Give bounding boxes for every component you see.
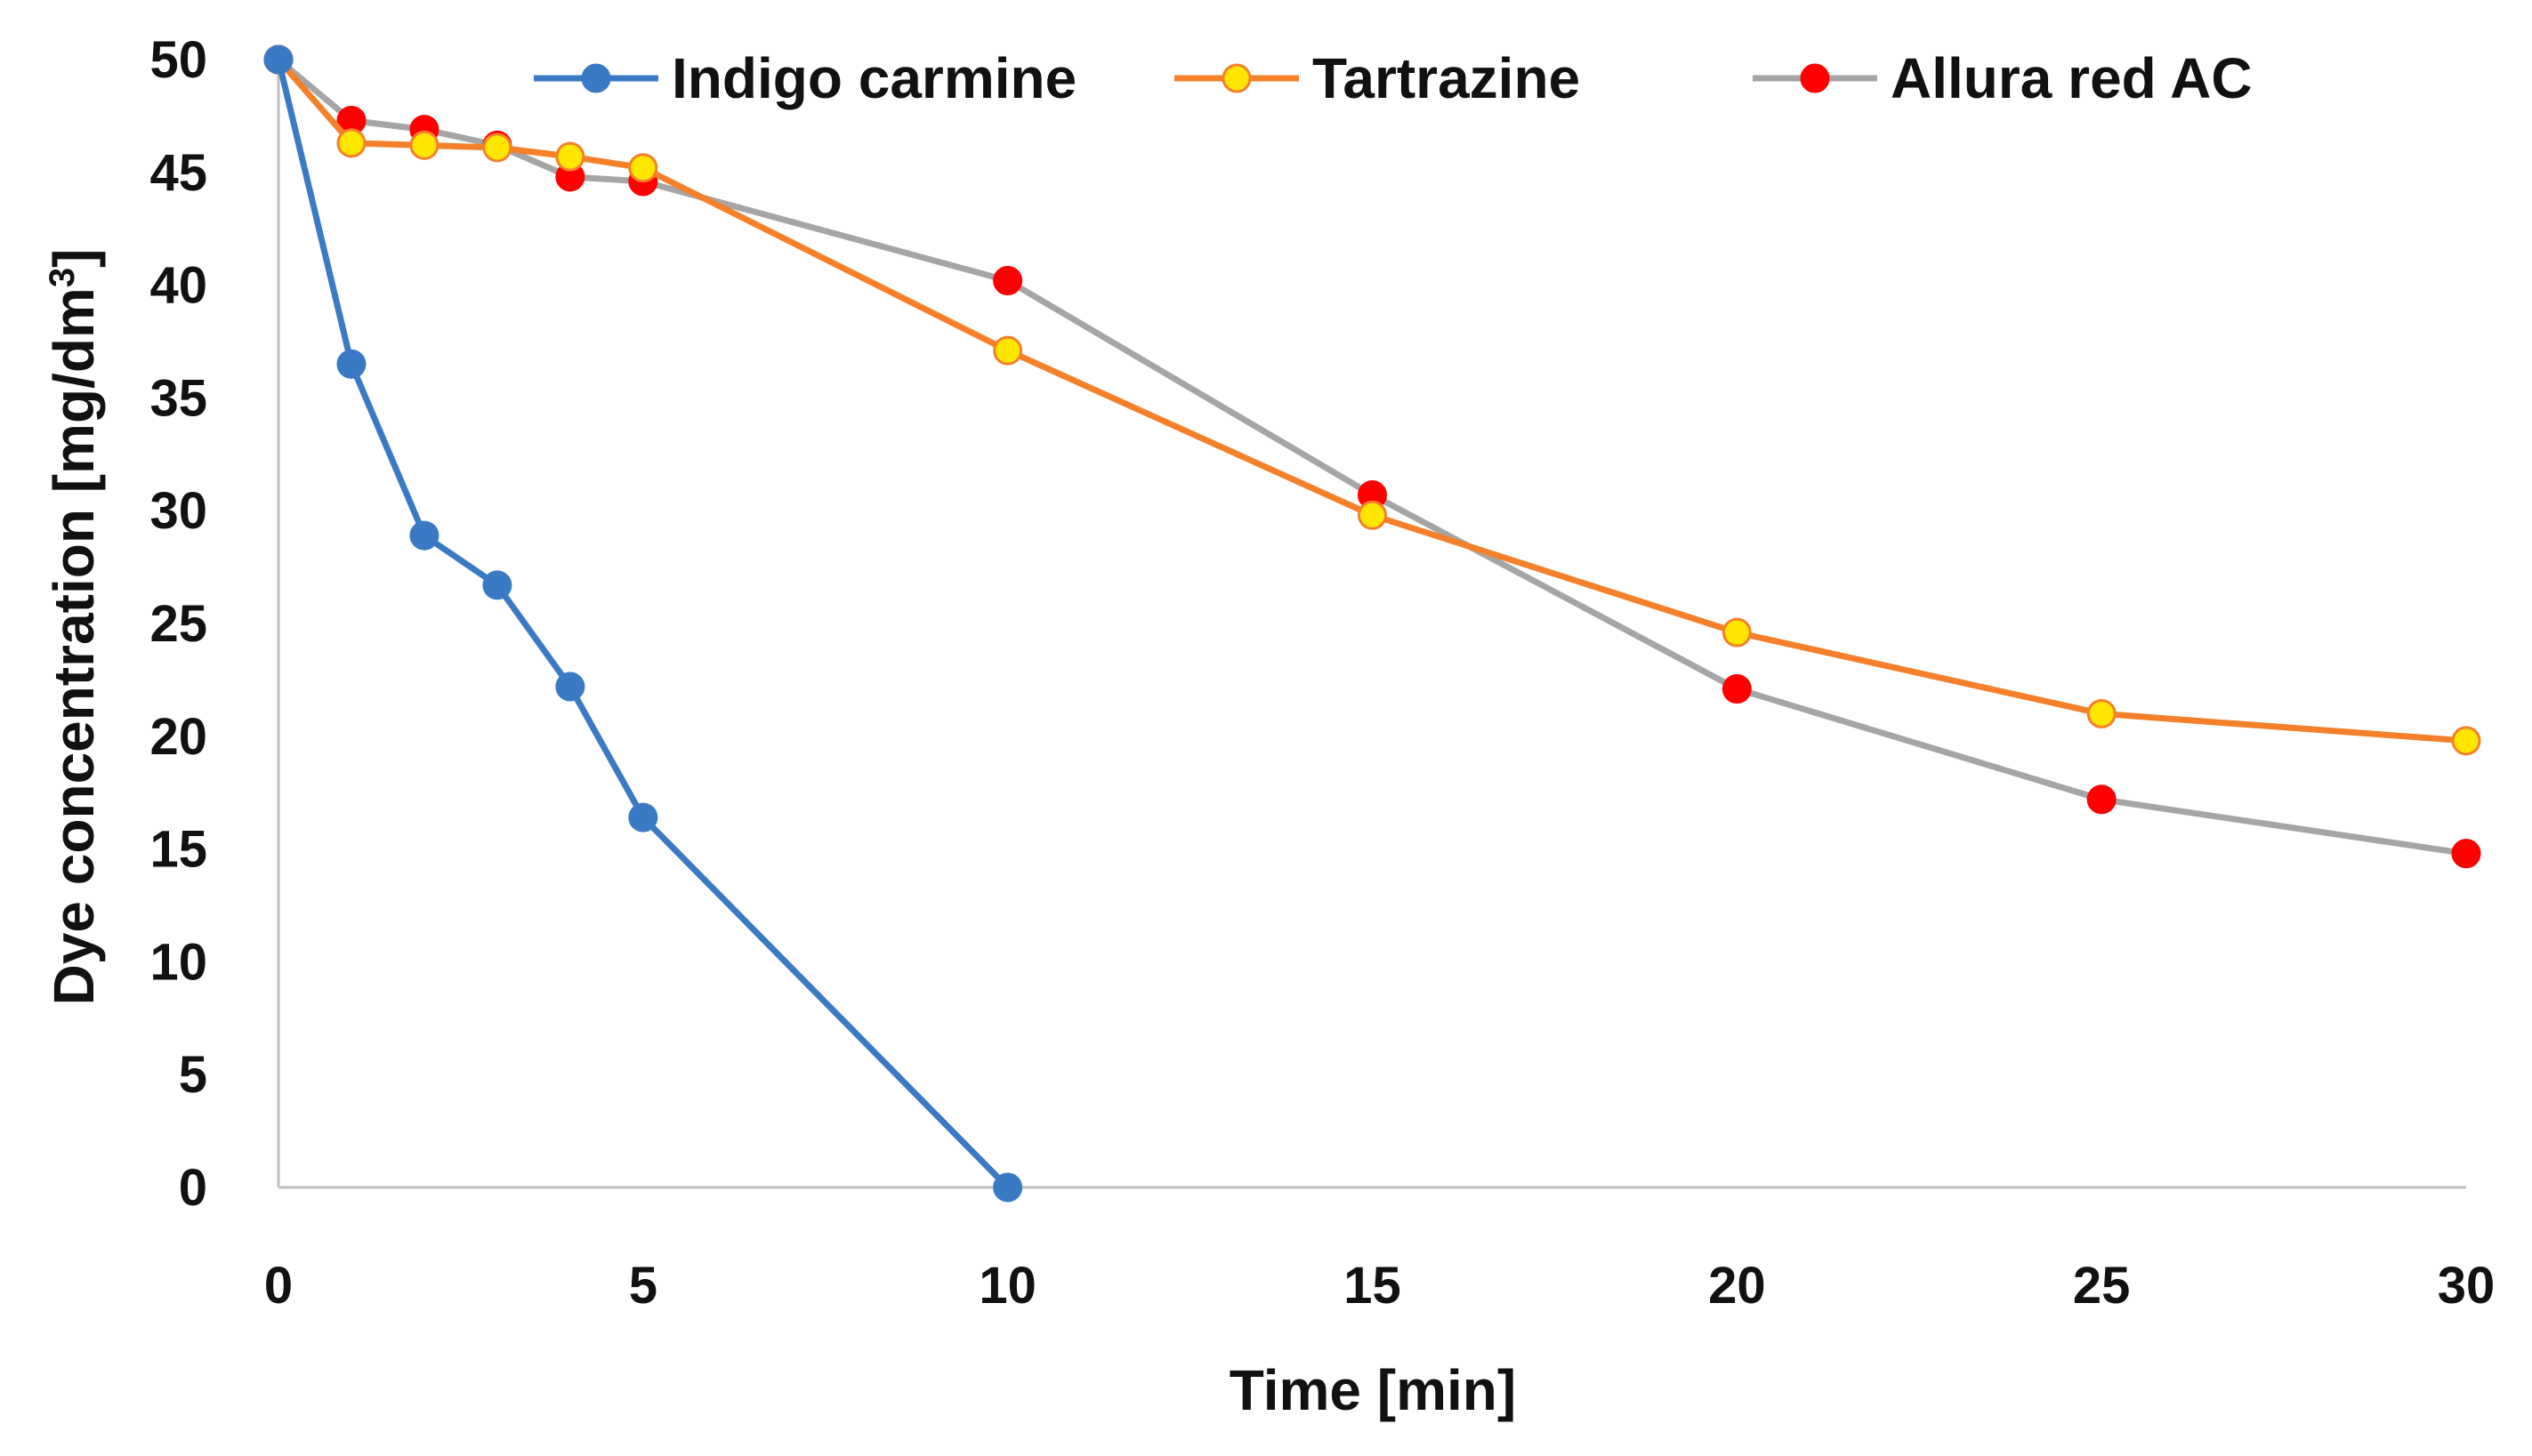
data-point-tartrazine — [628, 153, 658, 183]
x-tick-label: 25 — [2073, 1257, 2131, 1315]
series-line-indigo-carmine — [275, 56, 1012, 1191]
data-point-indigo-carmine — [482, 570, 512, 600]
y-axis-title-end: ] — [42, 249, 106, 268]
data-point-indigo-carmine — [993, 1172, 1023, 1203]
y-tick-label: 30 — [149, 482, 207, 540]
legend: Indigo carmine Tartrazine Allura red AC — [534, 46, 2253, 110]
y-tick-label: 5 — [179, 1046, 207, 1104]
y-tick-labels: 0 5 10 15 20 25 30 35 40 45 50 — [149, 31, 207, 1217]
x-tick-label: 20 — [1708, 1257, 1766, 1315]
y-tick-label: 40 — [149, 257, 207, 315]
legend-label-indigo-carmine: Indigo carmine — [672, 46, 1077, 110]
x-tick-label: 10 — [979, 1257, 1036, 1315]
y-tick-label: 15 — [149, 821, 207, 879]
data-point-tartrazine — [555, 141, 585, 172]
legend-item-tartrazine: Tartrazine — [1174, 46, 1580, 110]
data-point-tartrazine — [1358, 500, 1387, 530]
data-point-indigo-carmine — [628, 802, 658, 833]
data-point-allura-red-ac — [2086, 784, 2117, 815]
data-point-allura-red-ac — [993, 266, 1023, 296]
data-point-allura-red-ac — [2451, 839, 2481, 869]
y-tick-label: 10 — [149, 933, 207, 991]
y-tick-label: 25 — [149, 595, 207, 653]
data-point-indigo-carmine — [409, 520, 439, 551]
series-indigo-carmine — [263, 44, 1023, 1203]
x-axis-title: Time [min] — [1230, 1358, 1516, 1422]
x-tick-label: 30 — [2438, 1257, 2496, 1315]
x-tick-label: 5 — [629, 1257, 657, 1315]
y-tick-label: 0 — [179, 1159, 207, 1217]
y-axis-title-superscript: 3 — [43, 268, 82, 287]
y-tick-label: 35 — [149, 369, 207, 427]
legend-item-indigo-carmine: Indigo carmine — [534, 46, 1077, 110]
legend-marker-tartrazine — [1222, 63, 1252, 93]
data-point-tartrazine — [409, 130, 439, 160]
axes — [277, 60, 2466, 1189]
y-tick-label: 50 — [149, 31, 207, 89]
x-tick-label: 15 — [1343, 1257, 1401, 1315]
y-axis-title: Dye concentration [mg/dm3] — [42, 249, 106, 1006]
series-line-allura-red-ac — [275, 56, 2470, 857]
y-tick-label: 45 — [149, 144, 207, 202]
series-line-tartrazine — [275, 56, 2470, 744]
data-point-tartrazine — [2451, 726, 2481, 756]
legend-marker-indigo-carmine — [581, 63, 611, 93]
series-allura-red-ac — [263, 44, 2481, 869]
x-tick-label: 0 — [264, 1257, 293, 1315]
legend-marker-allura-red-ac — [1800, 63, 1830, 93]
y-axis-title-main: Dye concentration [mg/dm — [42, 287, 106, 1005]
data-point-allura-red-ac — [1722, 674, 1752, 704]
series-tartrazine — [263, 44, 2481, 756]
y-tick-label: 20 — [149, 708, 207, 766]
data-point-tartrazine — [993, 335, 1023, 366]
data-point-indigo-carmine — [336, 349, 367, 379]
data-point-tartrazine — [1722, 617, 1752, 648]
data-point-tartrazine — [336, 128, 367, 158]
data-point-indigo-carmine — [555, 672, 585, 702]
legend-label-tartrazine: Tartrazine — [1312, 46, 1580, 110]
data-point-tartrazine — [2086, 698, 2117, 728]
data-point-indigo-carmine — [263, 44, 294, 75]
legend-item-allura-red-ac: Allura red AC — [1753, 46, 2253, 110]
legend-label-allura-red-ac: Allura red AC — [1891, 46, 2253, 110]
series-layer — [263, 44, 2481, 1203]
x-tick-labels: 0 5 10 15 20 25 30 — [264, 1257, 2495, 1315]
data-point-tartrazine — [482, 133, 512, 163]
